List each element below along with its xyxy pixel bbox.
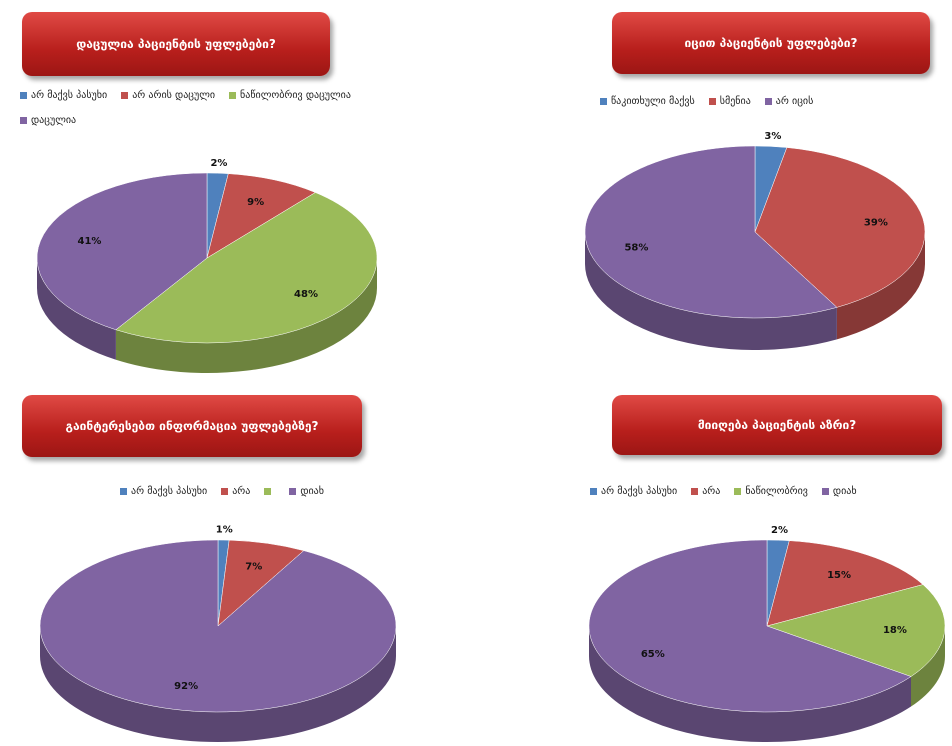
legend-swatch: [264, 488, 272, 495]
slice: [36, 172, 208, 331]
legend: არ მაქვს პასუხი არა ნაწილობრივ დიახ: [590, 486, 952, 497]
slice: [115, 192, 378, 344]
legend-swatch: [734, 488, 742, 495]
legend-item: დაცულია: [20, 115, 76, 126]
slice: [206, 173, 316, 259]
data-label: 39%: [864, 217, 888, 228]
data-label: 41%: [77, 236, 101, 247]
legend-swatch: [708, 98, 716, 105]
slice-side: [589, 626, 912, 743]
legend-item: [264, 486, 275, 497]
legend-swatch: [764, 98, 772, 105]
data-label: 15%: [827, 570, 851, 581]
legend-label: არა: [232, 486, 251, 497]
legend-label: ნაწილობრივ: [745, 486, 808, 497]
legend: არ მაქვს პასუხი არა დიახ: [120, 486, 470, 497]
data-label: 92%: [174, 681, 198, 692]
data-label: 2%: [210, 158, 227, 169]
slice: [584, 145, 838, 319]
slice: [766, 584, 946, 677]
legend-label: დიახ: [300, 486, 324, 497]
legend-swatch: [600, 98, 607, 105]
legend-swatch: [289, 488, 297, 495]
chart-title: იცით პაციენტის უფლებები?: [612, 12, 930, 74]
legend-item: არ მაქვს პასუხი: [20, 90, 107, 101]
legend-label: სმენია: [719, 96, 751, 107]
legend-item: არ მაქვს პასუხი: [590, 486, 677, 497]
chart-title: გაინტერესებთ ინფორმაცია უფლებებზე?: [22, 395, 362, 457]
legend-label: არ მაქვს პასუხი: [601, 486, 678, 497]
slice-side: [40, 626, 396, 742]
data-label: 3%: [764, 131, 781, 142]
slice-side: [37, 258, 116, 360]
legend-swatch: [20, 117, 27, 124]
legend-item: სმენია: [708, 96, 751, 107]
slice: [766, 540, 924, 627]
legend-item: დიახ: [289, 486, 324, 497]
slice: [39, 539, 397, 713]
legend-item: ნაწილობრივ დაცულია: [229, 90, 351, 101]
slice-side: [585, 232, 837, 350]
legend-label: არ მაქვს პასუხი: [31, 90, 108, 101]
legend: წაკითხული მაქვს სმენია არ იცის: [600, 96, 950, 107]
legend-label: ნაწილობრივ დაცულია: [240, 90, 351, 101]
legend-item: არა: [691, 486, 720, 497]
legend: არ მაქვს პასუხი არ არის დაცული ნაწილობრივ …: [20, 90, 390, 126]
slice: [588, 539, 912, 713]
legend-item: დიახ: [821, 486, 857, 497]
data-label: 9%: [247, 197, 264, 208]
legend-item: არა: [221, 486, 250, 497]
legend-label: არ იცის: [775, 96, 814, 107]
legend-item: წაკითხული მაქვს: [600, 96, 695, 107]
legend-label: დაცულია: [31, 115, 77, 126]
legend-swatch: [590, 488, 597, 495]
slice-side: [115, 258, 377, 373]
legend-label: არა: [702, 486, 721, 497]
legend-swatch: [229, 92, 237, 99]
data-label: 58%: [624, 242, 648, 253]
slice-side: [911, 626, 945, 707]
legend-label: არ მაქვს პასუხი: [131, 486, 208, 497]
legend-label: დიახ: [832, 486, 857, 497]
data-label: 2%: [771, 525, 788, 536]
legend-item: ნაწილობრივ: [734, 486, 808, 497]
slice: [754, 147, 926, 308]
legend-swatch: [121, 92, 129, 99]
data-label: 18%: [883, 625, 907, 636]
data-label: 1%: [216, 525, 233, 536]
legend-swatch: [20, 92, 27, 99]
legend-swatch: [821, 488, 829, 495]
chart-title: დაცულია პაციენტის უფლებები?: [22, 12, 330, 76]
legend-swatch: [221, 488, 229, 495]
slice-side: [836, 232, 925, 340]
data-label: 48%: [294, 289, 318, 300]
chart-title: მიიღება პაციენტის აზრი?: [612, 395, 942, 455]
legend-item: არ მაქვს პასუხი: [120, 486, 207, 497]
legend-label: არ არის დაცული: [132, 90, 216, 101]
data-label: 7%: [245, 562, 262, 573]
legend-swatch: [120, 488, 127, 495]
legend-label: წაკითხული მაქვს: [611, 96, 695, 107]
data-label: 65%: [641, 649, 665, 660]
legend-swatch: [691, 488, 699, 495]
legend-item: არ არის დაცული: [121, 90, 215, 101]
legend-item: არ იცის: [764, 96, 814, 107]
